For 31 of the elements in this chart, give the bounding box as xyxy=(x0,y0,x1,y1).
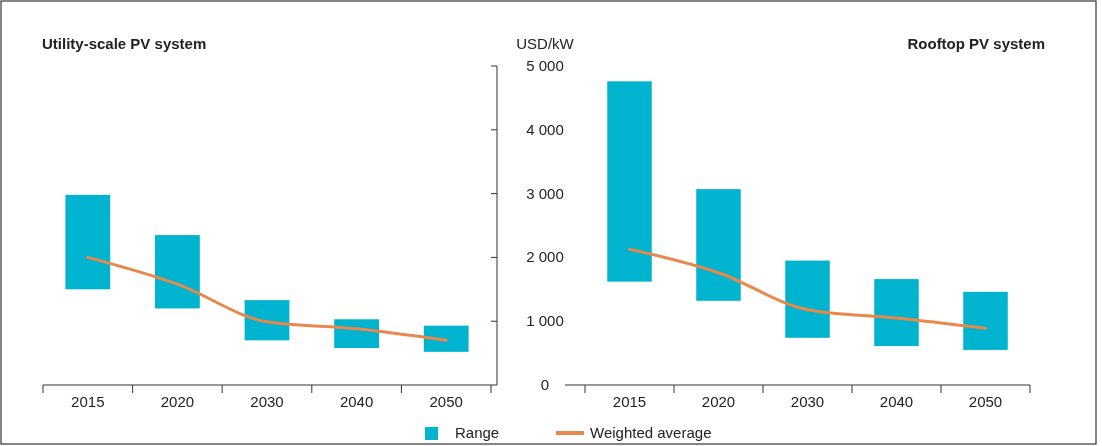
bar xyxy=(423,325,469,352)
bar xyxy=(696,189,741,301)
bar xyxy=(607,81,652,282)
x-tick-label: 2015 xyxy=(612,393,647,410)
y-tick-label: 3 000 xyxy=(526,184,564,202)
x-tick-label: 2020 xyxy=(160,393,195,410)
bar xyxy=(963,291,1008,350)
x-tick-label: 2030 xyxy=(250,393,284,410)
bar xyxy=(874,279,919,347)
x-tick-label: 2015 xyxy=(71,393,105,410)
y-tick-label: 5 000 xyxy=(526,57,564,74)
y-tick-label: 0 xyxy=(540,376,550,393)
chart-title: Rooftop PV system xyxy=(907,35,1045,52)
line-series xyxy=(628,247,987,330)
bar xyxy=(65,194,111,290)
x-tick-label: 2050 xyxy=(429,393,463,410)
y-axis-title: USD/kW xyxy=(516,35,575,52)
y-tick-label: 4 000 xyxy=(526,120,564,138)
x-tick-label: 2030 xyxy=(790,393,825,410)
x-tick-label: 2040 xyxy=(339,393,374,410)
bar xyxy=(155,235,200,309)
y-tick-label: 2 000 xyxy=(526,248,564,266)
legend-label: Range xyxy=(455,424,500,441)
x-tick-label: 2020 xyxy=(701,393,736,410)
bar xyxy=(244,300,290,341)
y-tick-label: 1 000 xyxy=(526,312,564,330)
chart-title: Utility-scale PV system xyxy=(42,35,207,52)
legend-label: Weighted average xyxy=(590,424,712,441)
x-tick-label: 2040 xyxy=(879,393,914,410)
bar xyxy=(785,260,830,338)
x-tick-label: 2050 xyxy=(968,393,1003,410)
